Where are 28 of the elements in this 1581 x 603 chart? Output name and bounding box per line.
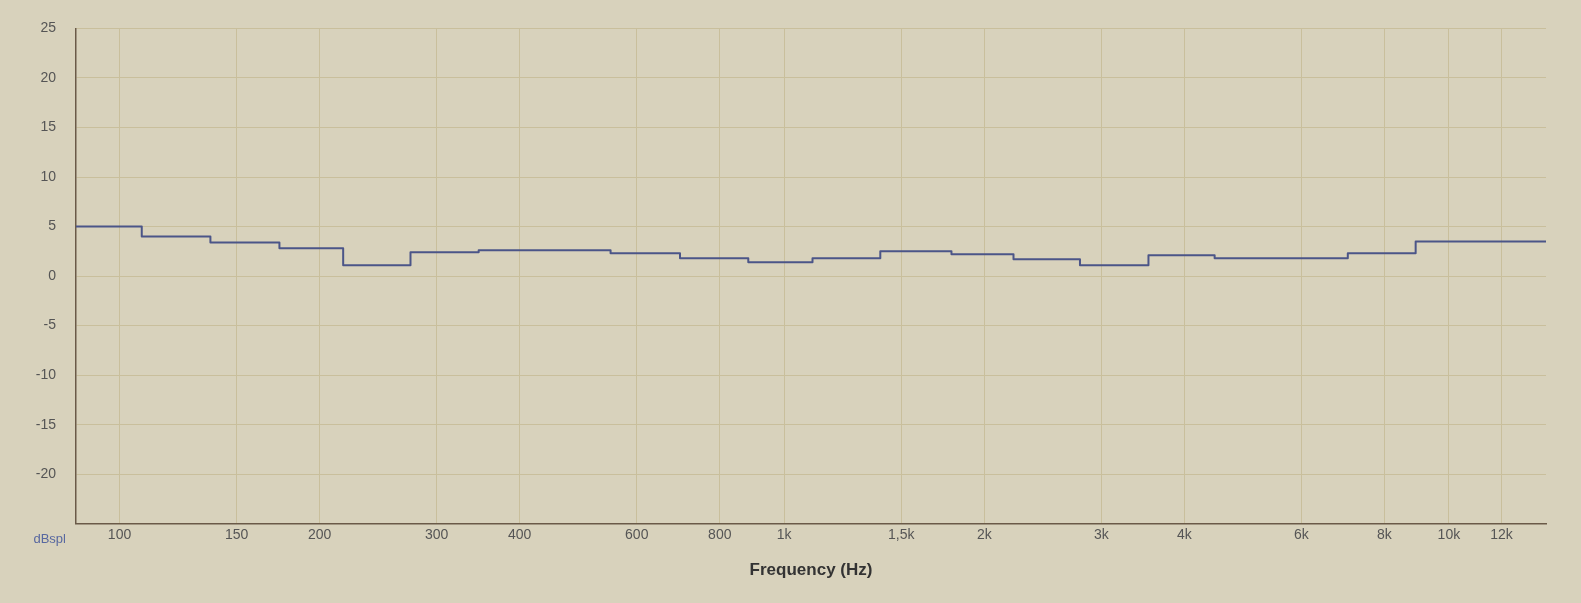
y-axis-title: dBspl (33, 531, 67, 547)
x-tick-label: 4k (1176, 526, 1193, 543)
x-tick-label: 200 (307, 526, 332, 543)
y-tick-label: 25 (40, 19, 57, 36)
y-tick-label: -20 (35, 465, 57, 482)
y-tick-label: 15 (40, 118, 57, 135)
x-axis-title: Frequency (Hz) (749, 560, 873, 580)
y-tick-label: 0 (48, 266, 57, 283)
x-tick-label: 6k (1294, 526, 1310, 543)
y-tick-label: 10 (40, 167, 57, 184)
x-tick-label: 2k (976, 526, 993, 543)
x-tick-label: 3k (1093, 526, 1110, 543)
x-tick-label: 1,5k (888, 526, 916, 543)
y-tick-label: 5 (48, 217, 57, 234)
x-tick-label: 12k (1490, 526, 1514, 543)
x-tick-label: 150 (224, 526, 249, 543)
x-tick-label: 600 (625, 526, 649, 543)
x-tick-label: 300 (424, 526, 449, 543)
y-tick-label: -10 (35, 366, 57, 383)
y-tick-label: 20 (40, 68, 57, 85)
x-tick-label: 10k (1437, 526, 1462, 543)
x-tick-label: 400 (508, 526, 532, 543)
y-tick-label: -5 (43, 316, 57, 333)
x-tick-label: 800 (708, 526, 732, 543)
x-tick-label: 100 (107, 526, 132, 543)
x-tick-label: 1k (776, 526, 793, 543)
x-tick-label: 8k (1377, 526, 1393, 543)
y-tick-label: -15 (35, 415, 57, 432)
